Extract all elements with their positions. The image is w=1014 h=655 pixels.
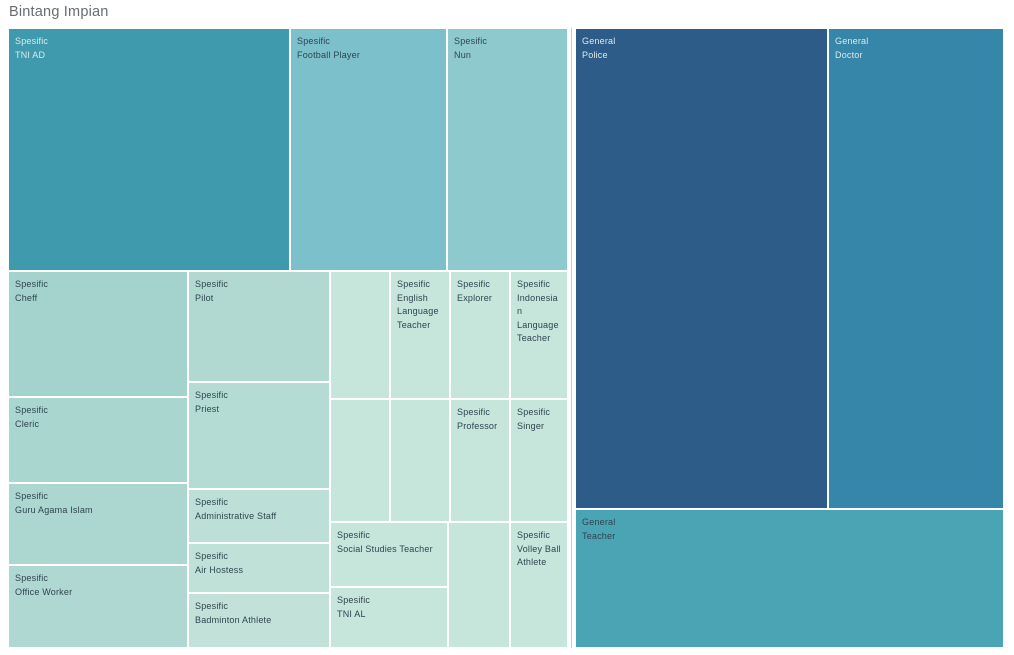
tile-profession-label: TNI AD [15,49,46,60]
treemap-tile-indonesian-language-teacher[interactable]: Spesific Indonesian Language Teacher [510,271,568,399]
treemap-tile-unlabeled-2[interactable] [330,399,390,522]
tile-category-label: General [835,36,869,46]
tile-profession-label: Nun [454,49,472,60]
tile-profession-label: Singer [517,420,545,431]
treemap-tile-police[interactable]: General Police [575,28,828,509]
tile-profession-label: Guru Agama Islam [15,504,93,515]
pane-divider [571,28,572,648]
tile-category-label: Spesific [517,279,551,289]
tile-profession-label: TNI AL [337,608,366,619]
treemap-tile-tni-al[interactable]: Spesific TNI AL [330,587,448,648]
tile-profession-label: Pilot [195,292,214,303]
treemap-tile-priest[interactable]: Spesific Priest [188,382,330,489]
tile-category-label: Spesific [337,595,371,605]
tile-profession-label: Professor [457,420,498,431]
tile-category-label: Spesific [15,491,49,501]
tile-profession-label: Indonesian Language Teacher [517,292,559,344]
tile-category-label: Spesific [454,36,488,46]
treemap-tile-football-player[interactable]: Spesific Football Player [290,28,447,271]
treemap-tile-unlabeled-3[interactable] [390,399,450,522]
treemap-tile-english-language-teacher[interactable]: Spesific English Language Teacher [390,271,450,399]
treemap-tile-volley-ball-athlete[interactable]: Spesific Volley Ball Athlete [510,522,568,648]
treemap-tile-social-studies-teacher[interactable]: Spesific Social Studies Teacher [330,522,448,587]
tile-profession-label: Priest [195,403,220,414]
treemap-tile-pilot[interactable]: Spesific Pilot [188,271,330,382]
treemap-tile-professor[interactable]: Spesific Professor [450,399,510,522]
treemap-tile-teacher[interactable]: General Teacher [575,509,1004,648]
treemap-tile-unlabeled-4[interactable] [448,522,510,648]
tile-category-label: Spesific [397,279,431,289]
treemap-tile-unlabeled-1[interactable] [330,271,390,399]
treemap-tile-nun[interactable]: Spesific Nun [447,28,568,271]
tile-category-label: Spesific [297,36,331,46]
tile-category-label: Spesific [195,390,229,400]
tile-category-label: Spesific [457,279,491,289]
tile-profession-label: Volley Ball Athlete [517,543,561,568]
tile-category-label: Spesific [15,573,49,583]
tile-category-label: Spesific [195,601,229,611]
tile-profession-label: Football Player [297,49,361,60]
tile-category-label: Spesific [517,407,551,417]
treemap-tile-tni-ad[interactable]: Spesific TNI AD [8,28,290,271]
treemap-tile-doctor[interactable]: General Doctor [828,28,1004,509]
tile-category-label: Spesific [517,530,551,540]
tile-profession-label: Explorer [457,292,493,303]
tile-category-label: General [582,517,616,527]
tile-profession-label: English Language Teacher [397,292,439,330]
tile-profession-label: Office Worker [15,586,73,597]
treemap-tile-explorer[interactable]: Spesific Explorer [450,271,510,399]
tile-profession-label: Doctor [835,49,863,60]
tile-category-label: Spesific [457,407,491,417]
treemap-tile-air-hostess[interactable]: Spesific Air Hostess [188,543,330,593]
tile-category-label: Spesific [195,279,229,289]
tile-category-label: Spesific [15,405,49,415]
tile-profession-label: Social Studies Teacher [337,543,433,554]
tile-profession-label: Air Hostess [195,564,244,575]
treemap-tile-office-worker[interactable]: Spesific Office Worker [8,565,188,648]
treemap-tile-administrative-staff[interactable]: Spesific Administrative Staff [188,489,330,543]
tile-category-label: Spesific [15,36,49,46]
tile-category-label: Spesific [15,279,49,289]
tile-profession-label: Police [582,49,608,60]
tile-profession-label: Administrative Staff [195,510,277,521]
treemap-tile-badminton-athlete[interactable]: Spesific Badminton Athlete [188,593,330,648]
treemap-tile-cheff[interactable]: Spesific Cheff [8,271,188,397]
tile-category-label: Spesific [195,551,229,561]
tile-profession-label: Cheff [15,292,38,303]
treemap-tile-guru-agama-islam[interactable]: Spesific Guru Agama Islam [8,483,188,565]
tile-category-label: Spesific [337,530,371,540]
tile-profession-label: Teacher [582,530,616,541]
treemap-tile-cleric[interactable]: Spesific Cleric [8,397,188,483]
tile-profession-label: Badminton Athlete [195,614,272,625]
tile-profession-label: Cleric [15,418,40,429]
treemap-tile-singer[interactable]: Spesific Singer [510,399,568,522]
page-title: Bintang Impian [9,4,109,20]
tile-category-label: Spesific [195,497,229,507]
tile-category-label: General [582,36,616,46]
